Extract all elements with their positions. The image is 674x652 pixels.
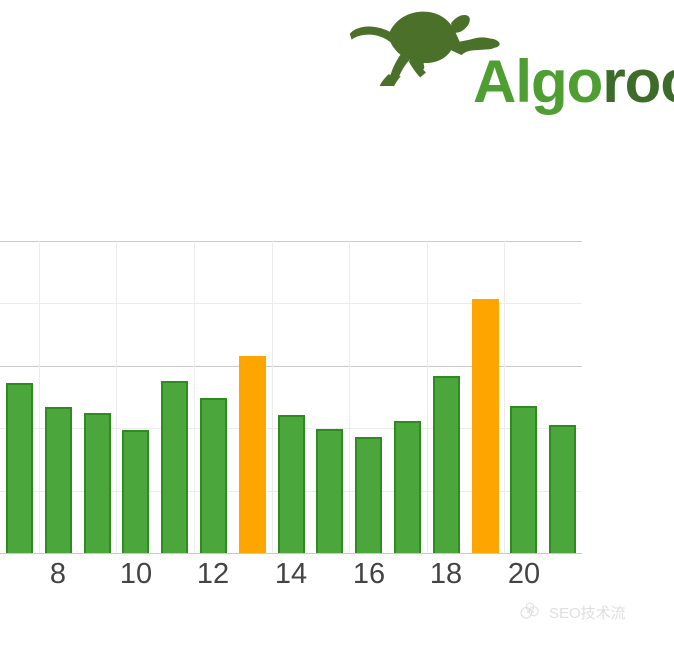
gridline-x [427,241,428,553]
volatility-bar-chart [0,236,582,558]
bar-11[interactable] [161,381,188,553]
x-tick-20: 20 [507,558,541,590]
kangaroo-icon [345,4,505,86]
bar-14[interactable] [278,415,305,553]
cloud-icon [518,600,542,624]
x-tick-16: 16 [352,558,386,590]
bar-8[interactable] [45,407,72,553]
bar-18[interactable] [433,376,460,553]
gridline-x [504,241,505,553]
bar-19[interactable] [472,299,499,553]
bar-series [0,236,582,558]
bar-7[interactable] [6,383,33,553]
bar-21[interactable] [549,425,576,553]
gridline-y-4 [0,303,582,305]
x-tick-10: 10 [119,558,153,590]
bar-10[interactable] [122,430,149,553]
x-tick-8: 8 [49,558,67,590]
logo-word-algo: Algo [473,48,603,115]
logo-wordmark: Algoroo [473,52,674,112]
gridline-x [116,241,117,553]
gridline-x [194,241,195,553]
bar-15[interactable] [316,429,343,553]
gridline-x [349,241,350,553]
logo-word-roo: roo [602,48,674,115]
bar-9[interactable] [84,413,111,553]
bar-20[interactable] [510,406,537,553]
bar-17[interactable] [394,421,421,553]
gridline-y-3 [0,365,582,367]
x-tick-12: 12 [196,558,230,590]
chart-plot-area [0,236,582,558]
watermark: SEO技术流 [518,600,626,624]
x-tick-14: 14 [274,558,308,590]
x-axis-tick-labels: 8 10 12 14 16 18 20 [0,558,582,604]
bar-16[interactable] [355,437,382,553]
algoroo-logo: Algoroo [345,4,674,112]
x-tick-18: 18 [429,558,463,590]
bar-13[interactable] [239,356,266,553]
bar-12[interactable] [200,398,227,553]
gridline-x [272,241,273,553]
axis-baseline [0,553,582,554]
gridline-x [39,241,40,553]
gridline-y-5 [0,241,582,242]
watermark-text: SEO技术流 [549,604,626,622]
